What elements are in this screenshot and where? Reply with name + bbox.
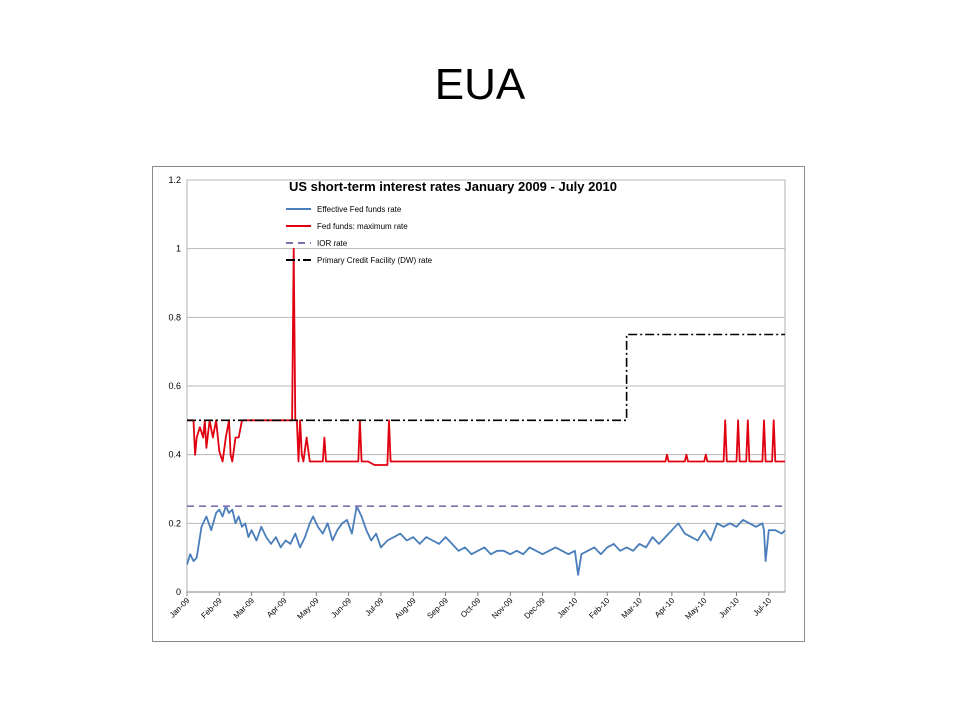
x-tick-label: Jun-09 [329, 596, 353, 620]
y-tick-label: 1 [176, 244, 181, 254]
series-line-3 [187, 333, 785, 422]
y-tick-label: 0.2 [168, 518, 181, 528]
x-tick-label: Apr-09 [265, 596, 289, 620]
series-lines [186, 247, 786, 576]
x-tick-label: Aug-09 [393, 596, 418, 621]
x-tick-label: Apr-10 [653, 596, 677, 620]
y-tick-label: 0.4 [168, 450, 181, 460]
x-tick-label: Jan-10 [556, 596, 580, 620]
series-line-0 [186, 505, 786, 576]
x-tick-label: Mar-09 [232, 596, 257, 621]
y-tick-label: 0.6 [168, 381, 181, 391]
x-tick-label: Feb-09 [199, 596, 224, 621]
legend: Effective Fed funds rate Fed funds: maxim… [286, 205, 433, 265]
legend-label: Fed funds: maximum rate [317, 222, 408, 231]
x-tick-label: Jun-10 [717, 596, 741, 620]
x-tick-label: May-10 [683, 596, 709, 622]
chart-frame: 0 0.2 0.4 0.6 0.8 1 1.2 Jan-09 Feb-09 Mar-09 Apr-0… [152, 166, 805, 642]
x-tick-label: Feb-10 [587, 596, 612, 621]
x-tick-label: Dec-09 [522, 596, 547, 621]
y-tick-label: 0.8 [168, 312, 181, 322]
series-line-1 [187, 247, 785, 466]
chart-title: US short-term interest rates January 200… [289, 179, 617, 194]
axes: 0 0.2 0.4 0.6 0.8 1 1.2 Jan-09 Feb-09 Mar-09 Apr-0… [168, 175, 785, 621]
x-tick-label: May-09 [295, 596, 321, 622]
y-tick-label: 0 [176, 587, 181, 597]
legend-label: IOR rate [317, 239, 348, 248]
x-tick-label: Oct-09 [459, 596, 483, 620]
x-tick-label: Jul-09 [364, 596, 386, 618]
y-tick-label: 1.2 [168, 175, 181, 185]
x-tick-label: Jan-09 [168, 596, 192, 620]
line-chart: 0 0.2 0.4 0.6 0.8 1 1.2 Jan-09 Feb-09 Mar-09 Apr-0… [168, 175, 786, 621]
legend-label: Primary Credit Facility (DW) rate [317, 256, 433, 265]
legend-label: Effective Fed funds rate [317, 205, 402, 214]
gridlines [186, 179, 786, 593]
x-tick-label: Sep-09 [425, 596, 450, 621]
x-tick-label: Nov-09 [490, 596, 515, 621]
x-tick-label: Jul-10 [751, 596, 773, 618]
x-tick-label: Mar-10 [620, 596, 645, 621]
slide-title: EUA [434, 60, 526, 109]
